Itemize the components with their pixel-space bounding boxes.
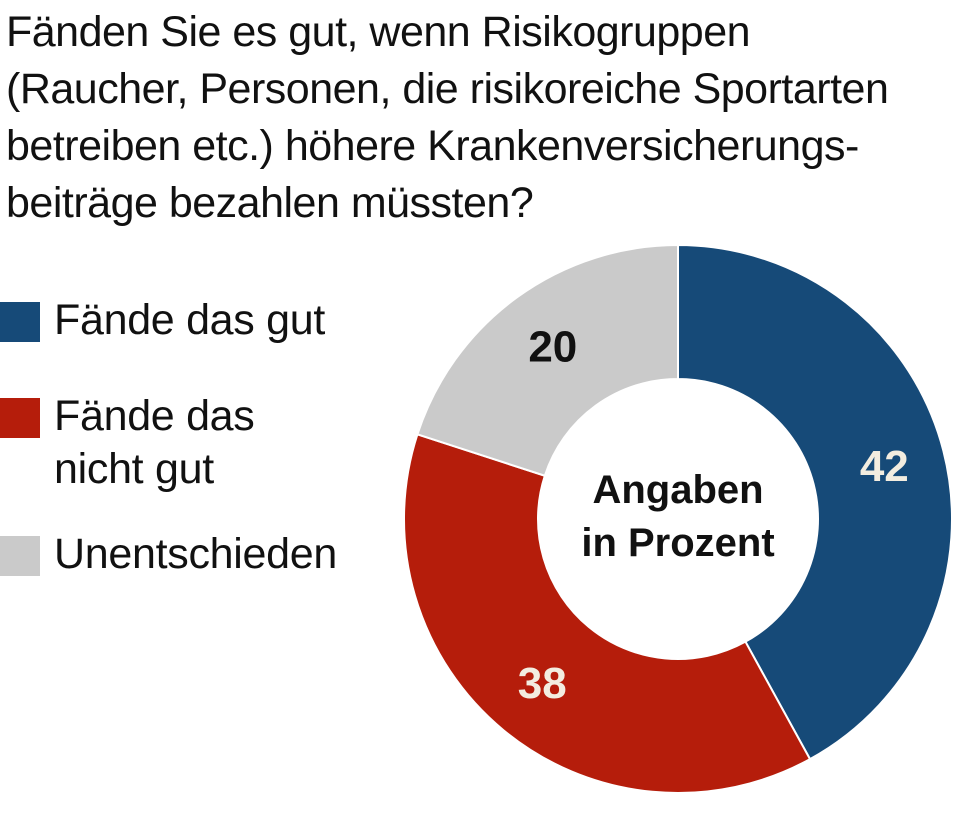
slice-value-label: 42 bbox=[860, 442, 909, 491]
slice-value-label: 20 bbox=[528, 323, 577, 372]
slice-labels-group: 42 38 20 bbox=[518, 323, 909, 708]
slices-group bbox=[403, 243, 953, 794]
legend-swatch bbox=[0, 302, 40, 342]
title-line: betreiben etc.) höhere Krankenversicheru… bbox=[6, 122, 859, 170]
title-line: Fänden Sie es gut, wenn Risikogruppen bbox=[6, 8, 751, 56]
center-label: in Prozent bbox=[581, 521, 774, 565]
legend-label: nicht gut bbox=[54, 445, 214, 493]
center-label: Angaben bbox=[592, 468, 763, 512]
donut-slice bbox=[403, 433, 812, 794]
title-line: (Raucher, Personen, die risikoreiche Spo… bbox=[6, 65, 889, 113]
donut-slice bbox=[416, 243, 679, 477]
legend-label: Fände das bbox=[54, 392, 255, 440]
legend-label: Fände das gut bbox=[54, 296, 326, 344]
legend-label: Unentschieden bbox=[54, 530, 337, 578]
slice-value-label: 38 bbox=[518, 659, 567, 708]
donut-chart: 42 38 20 Angaben in Prozent bbox=[403, 243, 953, 794]
chart-title: Fänden Sie es gut, wenn Risikogruppen (R… bbox=[6, 4, 956, 232]
title-line: beiträge bezahlen müssten? bbox=[6, 179, 534, 227]
donut-slice bbox=[677, 243, 953, 761]
legend-swatch bbox=[0, 536, 40, 576]
legend-swatch bbox=[0, 398, 40, 438]
